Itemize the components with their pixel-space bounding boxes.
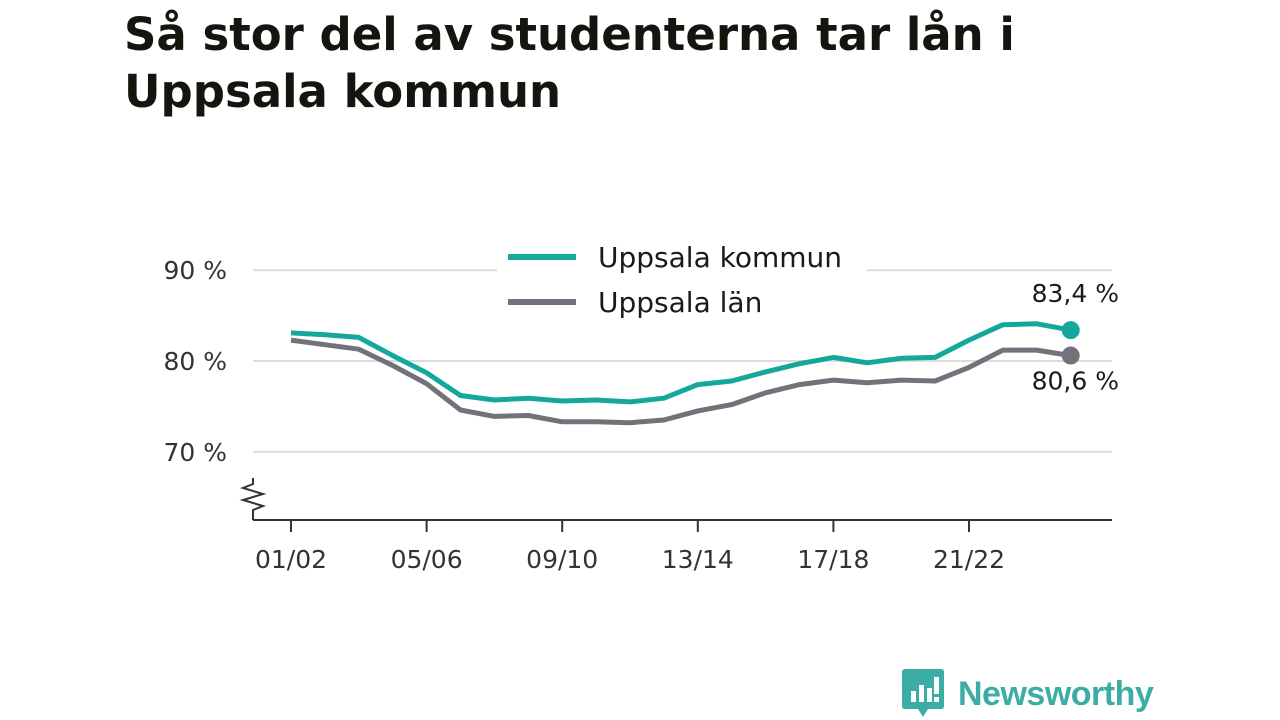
- series-lines: [290, 321, 1080, 426]
- legend-label: Uppsala län: [598, 286, 762, 319]
- chart-title: Så stor del av studenterna tar lån i Upp…: [124, 8, 1015, 118]
- axes: 70 % 80 % 90 % 01/02 05/06 09/10 13/14 17/18 21/…: [163, 256, 1112, 574]
- x-tick-label: 21/22: [933, 545, 1005, 574]
- x-tick-label: 13/14: [662, 545, 734, 574]
- legend-background: [497, 236, 867, 332]
- end-labels: 83,4 % 80,6 %: [1032, 279, 1119, 395]
- y-tick-label: 80 %: [163, 347, 227, 376]
- series-line-uppsala-kommun: [290, 321, 1072, 405]
- legend-label: Uppsala kommun: [598, 241, 842, 274]
- end-value-label: 80,6 %: [1032, 367, 1119, 396]
- series-end-point: [1061, 346, 1080, 365]
- x-tick-label: 01/02: [255, 545, 327, 574]
- series-end-point: [1061, 321, 1080, 340]
- end-value-label: 83,4 %: [1032, 279, 1119, 308]
- y-tick-label: 90 %: [163, 256, 227, 285]
- y-tick-label: 70 %: [163, 438, 227, 467]
- series-line-uppsala-lan: [290, 337, 1072, 426]
- x-tick-label: 09/10: [526, 545, 598, 574]
- newsworthy-logo: Newsworthy: [902, 668, 1154, 720]
- brand-name: Newsworthy: [958, 674, 1154, 713]
- x-tick-label: 05/06: [391, 545, 463, 574]
- legend: Uppsala kommun Uppsala län: [497, 236, 867, 332]
- x-tick-label: 17/18: [797, 545, 869, 574]
- y-axis-break: [239, 478, 267, 520]
- newsworthy-logo-icon: [902, 669, 944, 717]
